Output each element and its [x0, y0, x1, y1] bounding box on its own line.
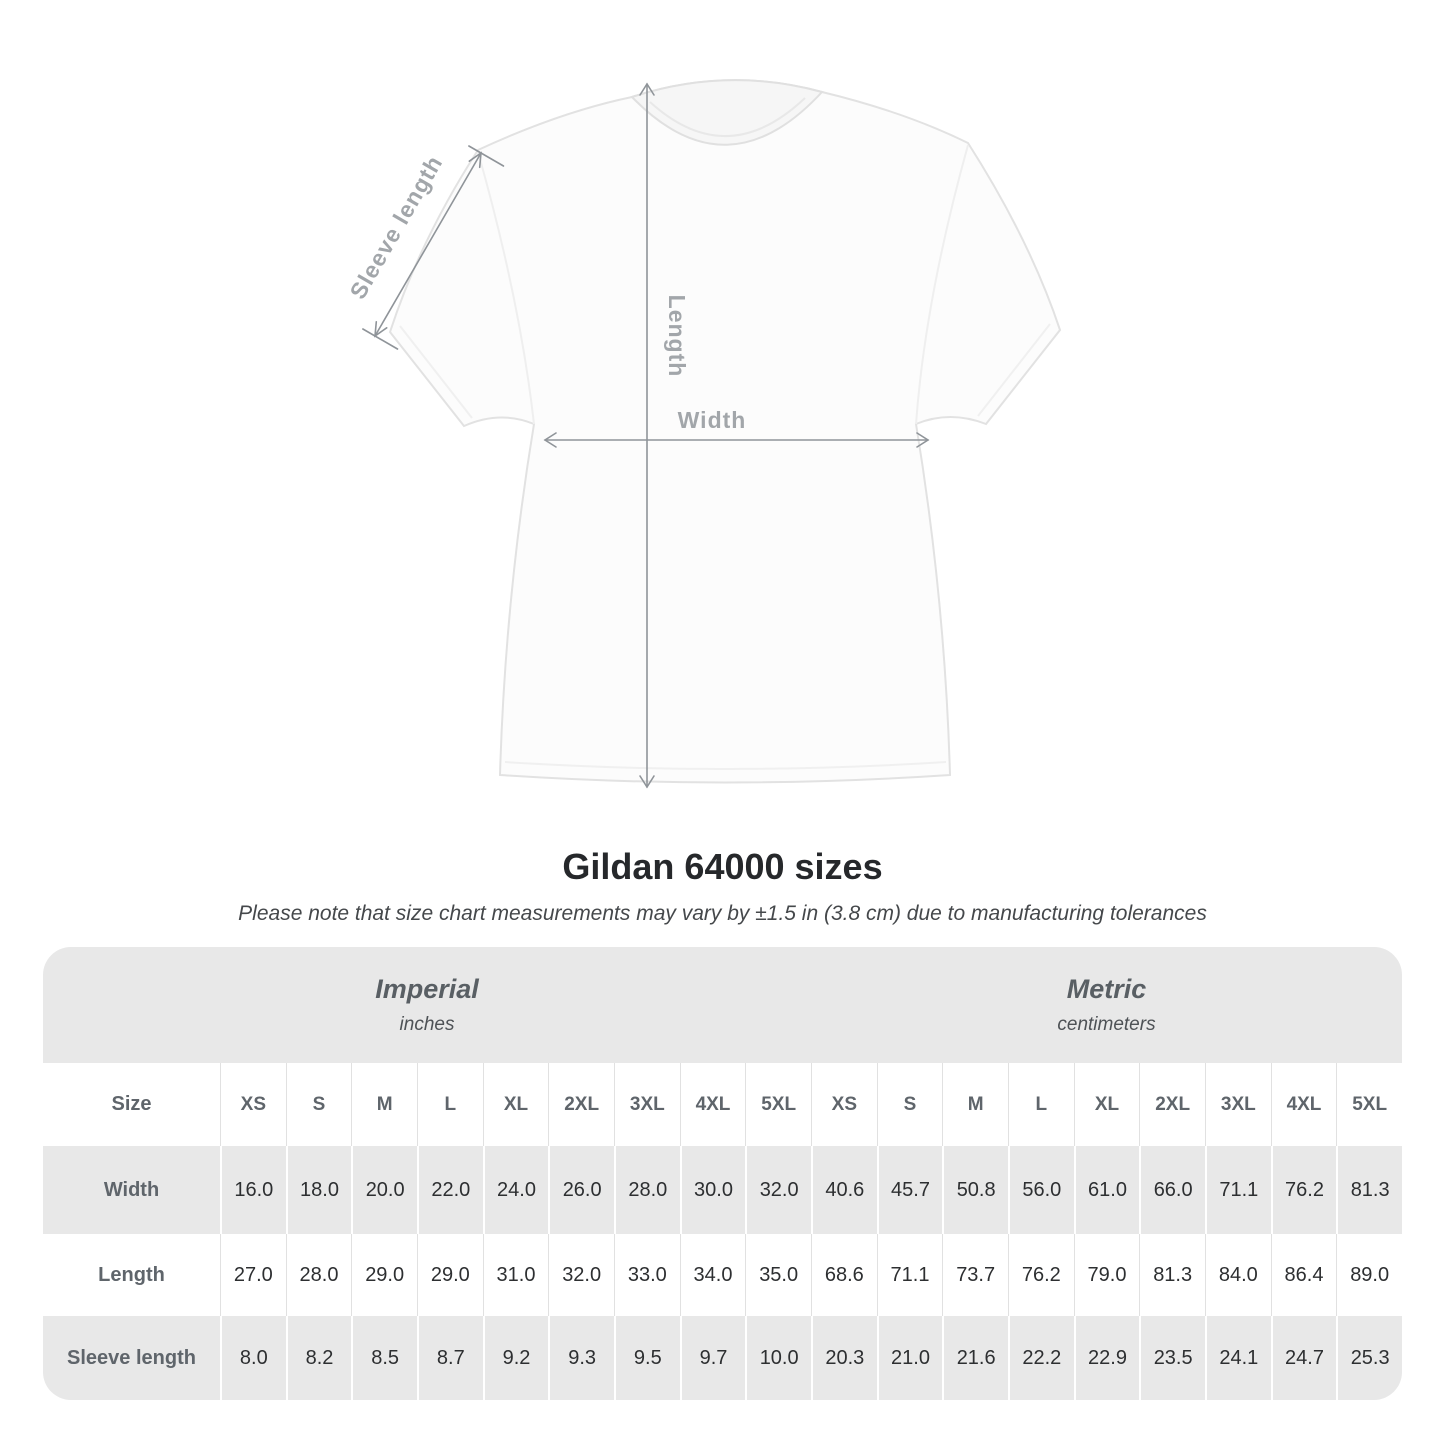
value-sleeve-length-metric-2xl: 23.5 [1139, 1316, 1205, 1400]
value-length-imperial-l: 29.0 [416, 1234, 483, 1316]
size-table: Imperial inches Metric centimeters Size X… [43, 947, 1402, 1400]
value-width-metric-2xl: 66.0 [1139, 1146, 1205, 1234]
value-length-imperial-m: 29.0 [351, 1234, 417, 1316]
size-header-metric-2xl: 2XL [1139, 1063, 1205, 1146]
value-width-imperial-m: 20.0 [351, 1146, 417, 1234]
imperial-group-unit: inches [399, 1014, 455, 1035]
dimension-arrows [362, 82, 930, 789]
size-header-imperial-3xl: 3XL [613, 1063, 680, 1146]
size-header-metric-3xl: 3XL [1204, 1063, 1271, 1146]
length-arrow [639, 82, 655, 789]
tshirt-illustration [388, 79, 1062, 784]
value-length-imperial-2xl: 32.0 [548, 1234, 614, 1316]
value-sleeve-length-imperial-2xl: 9.3 [548, 1316, 614, 1400]
value-sleeve-length-metric-4xl: 24.7 [1270, 1316, 1337, 1400]
imperial-group-header: Imperial inches [43, 947, 811, 1063]
size-header-imperial-xl: XL [482, 1063, 549, 1146]
row-label-width: Width [43, 1146, 220, 1234]
value-width-metric-xl: 61.0 [1073, 1146, 1140, 1234]
value-width-imperial-2xl: 26.0 [548, 1146, 614, 1234]
value-width-metric-s: 45.7 [876, 1146, 943, 1234]
size-header-imperial-2xl: 2XL [548, 1063, 614, 1146]
value-sleeve-length-imperial-4xl: 9.7 [679, 1316, 746, 1400]
size-header-metric-xs: XS [810, 1063, 877, 1146]
size-header-metric-s: S [876, 1063, 943, 1146]
value-width-imperial-4xl: 30.0 [679, 1146, 746, 1234]
size-header-imperial-4xl: 4XL [679, 1063, 746, 1146]
metric-group-title: Metric [1066, 974, 1147, 1004]
size-header-imperial-s: S [285, 1063, 352, 1146]
row-label-length: Length [43, 1234, 220, 1316]
size-header-imperial-xs: XS [220, 1063, 286, 1146]
metric-group-header: Metric centimeters [810, 947, 1402, 1063]
value-length-metric-l: 76.2 [1007, 1234, 1074, 1316]
row-label-sleeve-length: Sleeve length [43, 1316, 220, 1400]
value-length-imperial-5xl: 35.0 [745, 1234, 811, 1316]
value-sleeve-length-metric-s: 21.0 [876, 1316, 943, 1400]
size-header-imperial-m: M [351, 1063, 417, 1146]
value-sleeve-length-metric-xl: 22.9 [1073, 1316, 1140, 1400]
value-width-metric-4xl: 76.2 [1270, 1146, 1337, 1234]
value-width-imperial-xl: 24.0 [482, 1146, 549, 1234]
size-header-metric-4xl: 4XL [1270, 1063, 1337, 1146]
heading-block: Gildan 64000 sizes Please note that size… [0, 846, 1445, 926]
value-sleeve-length-metric-m: 21.6 [942, 1316, 1008, 1400]
collar [630, 79, 824, 146]
value-length-metric-xl: 79.0 [1073, 1234, 1140, 1316]
value-length-metric-m: 73.7 [942, 1234, 1008, 1316]
length-label: Length [664, 295, 690, 378]
value-width-metric-m: 50.8 [942, 1146, 1008, 1234]
value-width-imperial-s: 18.0 [285, 1146, 352, 1234]
value-length-metric-3xl: 84.0 [1204, 1234, 1271, 1316]
tshirt-measurement-diagram: Sleeve length Length Width [344, 79, 1062, 789]
value-length-metric-xs: 68.6 [810, 1234, 877, 1316]
value-sleeve-length-imperial-m: 8.5 [351, 1316, 417, 1400]
size-header-metric-xl: XL [1073, 1063, 1140, 1146]
value-length-imperial-3xl: 33.0 [613, 1234, 680, 1316]
value-length-imperial-xs: 27.0 [220, 1234, 286, 1316]
value-length-imperial-4xl: 34.0 [679, 1234, 746, 1316]
value-sleeve-length-metric-xs: 20.3 [810, 1316, 877, 1400]
size-header-imperial-l: L [416, 1063, 483, 1146]
value-width-imperial-l: 22.0 [416, 1146, 483, 1234]
value-length-imperial-s: 28.0 [285, 1234, 352, 1316]
value-sleeve-length-imperial-xs: 8.0 [220, 1316, 286, 1400]
size-header-metric-m: M [942, 1063, 1008, 1146]
value-width-metric-xs: 40.6 [810, 1146, 877, 1234]
size-header-imperial-5xl: 5XL [745, 1063, 811, 1146]
value-sleeve-length-imperial-xl: 9.2 [482, 1316, 549, 1400]
value-length-metric-4xl: 86.4 [1270, 1234, 1337, 1316]
value-length-imperial-xl: 31.0 [482, 1234, 549, 1316]
sleeve-length-arrow [362, 145, 505, 350]
value-width-metric-l: 56.0 [1007, 1146, 1074, 1234]
value-sleeve-length-imperial-5xl: 10.0 [745, 1316, 811, 1400]
value-length-metric-s: 71.1 [876, 1234, 943, 1316]
value-length-metric-5xl: 89.0 [1336, 1234, 1402, 1316]
value-sleeve-length-metric-l: 22.2 [1007, 1316, 1074, 1400]
size-header-metric-5xl: 5XL [1336, 1063, 1402, 1146]
imperial-group-title: Imperial [375, 974, 479, 1004]
value-sleeve-length-metric-5xl: 25.3 [1336, 1316, 1402, 1400]
tolerance-note: Please note that size chart measurements… [238, 902, 1207, 925]
size-corner-cell: Size [43, 1063, 220, 1146]
value-width-imperial-3xl: 28.0 [613, 1146, 680, 1234]
value-sleeve-length-imperial-l: 8.7 [416, 1316, 483, 1400]
size-header-metric-l: L [1007, 1063, 1074, 1146]
metric-group-unit: centimeters [1057, 1014, 1156, 1035]
value-width-imperial-xs: 16.0 [220, 1146, 286, 1234]
page-title: Gildan 64000 sizes [562, 846, 883, 887]
value-width-imperial-5xl: 32.0 [745, 1146, 811, 1234]
value-sleeve-length-metric-3xl: 24.1 [1204, 1316, 1271, 1400]
value-sleeve-length-imperial-s: 8.2 [285, 1316, 352, 1400]
width-label: Width [678, 407, 747, 433]
value-sleeve-length-imperial-3xl: 9.5 [613, 1316, 680, 1400]
value-width-metric-5xl: 81.3 [1336, 1146, 1402, 1234]
width-arrow [543, 432, 930, 448]
value-length-metric-2xl: 81.3 [1139, 1234, 1205, 1316]
value-width-metric-3xl: 71.1 [1204, 1146, 1271, 1234]
